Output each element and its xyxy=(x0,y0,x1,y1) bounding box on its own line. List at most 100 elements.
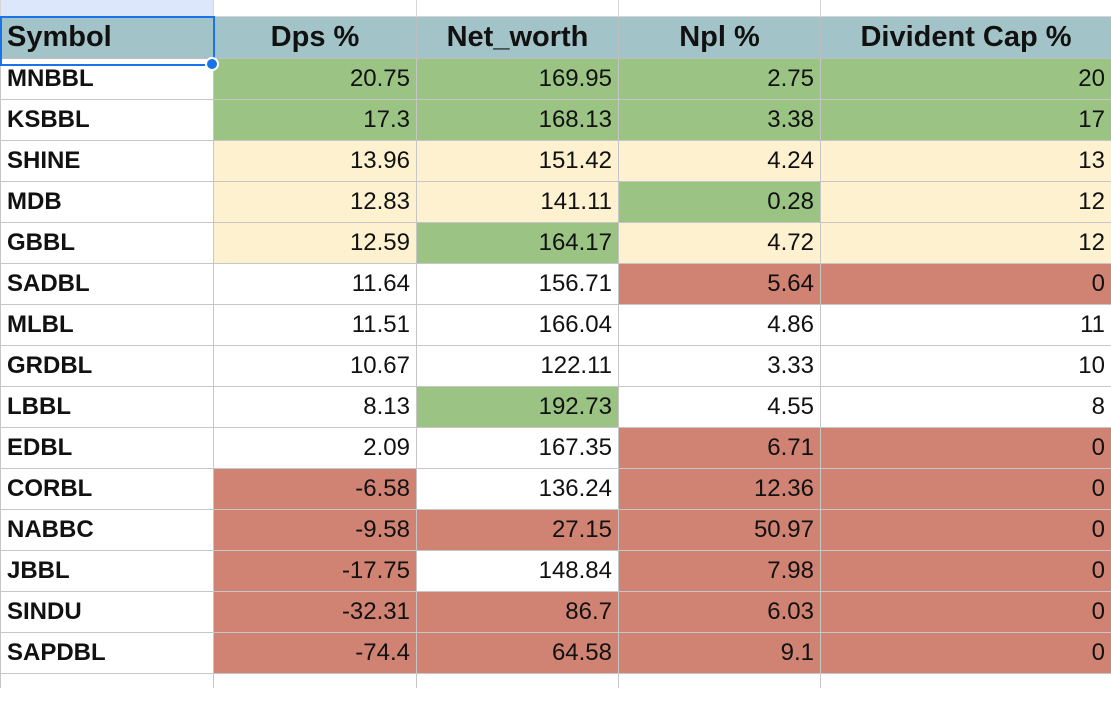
symbol-cell[interactable]: MDB xyxy=(0,181,214,223)
symbol-cell[interactable]: GBBL xyxy=(0,222,214,264)
previous-row-cell[interactable] xyxy=(618,0,821,17)
symbol-cell[interactable]: NABBC xyxy=(0,509,214,551)
symbol-cell[interactable]: MLBL xyxy=(0,304,214,346)
symbol-cell[interactable]: SINDU xyxy=(0,591,214,633)
npl-cell[interactable]: 50.97 xyxy=(618,509,821,551)
net-worth-cell[interactable]: 136.24 xyxy=(416,468,619,510)
divident-cap-cell[interactable]: 12 xyxy=(820,222,1111,264)
table-row: LBBL 8.13 192.73 4.55 8 xyxy=(0,386,1111,428)
symbol-cell[interactable]: SHINE xyxy=(0,140,214,182)
symbol-cell[interactable]: LBBL xyxy=(0,386,214,428)
header-row: Symbol Dps % Net_worth Npl % Divident Ca… xyxy=(0,16,1111,59)
npl-cell[interactable]: 4.24 xyxy=(618,140,821,182)
divident-cap-cell[interactable]: 0 xyxy=(820,632,1111,674)
divident-cap-cell[interactable]: 8 xyxy=(820,386,1111,428)
dps-cell[interactable]: -9.58 xyxy=(213,509,417,551)
divident-cap-cell[interactable]: 0 xyxy=(820,509,1111,551)
net-worth-cell[interactable]: 166.04 xyxy=(416,304,619,346)
header-cell-divident-cap[interactable]: Divident Cap % xyxy=(820,16,1111,59)
table-row: MDB 12.83 141.11 0.28 12 xyxy=(0,181,1111,223)
divident-cap-cell[interactable]: 20 xyxy=(820,58,1111,100)
data-table: Symbol Dps % Net_worth Npl % Divident Ca… xyxy=(0,0,1111,688)
divident-cap-cell[interactable]: 0 xyxy=(820,427,1111,469)
net-worth-cell[interactable]: 151.42 xyxy=(416,140,619,182)
symbol-cell[interactable]: SAPDBL xyxy=(0,632,214,674)
previous-row-cell[interactable] xyxy=(820,0,1111,17)
symbol-cell[interactable]: GRDBL xyxy=(0,345,214,387)
npl-cell[interactable]: 4.72 xyxy=(618,222,821,264)
npl-cell[interactable]: 2.75 xyxy=(618,58,821,100)
symbol-cell[interactable]: EDBL xyxy=(0,427,214,469)
previous-row-cell[interactable] xyxy=(213,0,417,17)
table-row: NABBC -9.58 27.15 50.97 0 xyxy=(0,509,1111,551)
net-worth-cell[interactable]: 122.11 xyxy=(416,345,619,387)
net-worth-cell[interactable]: 167.35 xyxy=(416,427,619,469)
dps-cell[interactable]: -6.58 xyxy=(213,468,417,510)
net-worth-cell[interactable]: 164.17 xyxy=(416,222,619,264)
dps-cell[interactable]: 12.59 xyxy=(213,222,417,264)
net-worth-cell[interactable]: 141.11 xyxy=(416,181,619,223)
dps-cell[interactable]: 13.96 xyxy=(213,140,417,182)
npl-cell[interactable]: 9.1 xyxy=(618,632,821,674)
table-row: CORBL -6.58 136.24 12.36 0 xyxy=(0,468,1111,510)
npl-cell[interactable]: 12.36 xyxy=(618,468,821,510)
dps-cell[interactable]: 12.83 xyxy=(213,181,417,223)
npl-cell[interactable]: 6.71 xyxy=(618,427,821,469)
dps-cell[interactable]: 11.51 xyxy=(213,304,417,346)
previous-row-cell[interactable] xyxy=(416,0,619,17)
dps-cell[interactable]: 17.3 xyxy=(213,99,417,141)
table-row: GRDBL 10.67 122.11 3.33 10 xyxy=(0,345,1111,387)
divident-cap-cell[interactable]: 0 xyxy=(820,550,1111,592)
divident-cap-cell[interactable]: 17 xyxy=(820,99,1111,141)
header-cell-npl[interactable]: Npl % xyxy=(618,16,821,59)
dps-cell[interactable]: -74.4 xyxy=(213,632,417,674)
npl-cell[interactable]: 5.64 xyxy=(618,263,821,305)
net-worth-cell[interactable]: 27.15 xyxy=(416,509,619,551)
npl-cell[interactable]: 4.86 xyxy=(618,304,821,346)
next-row-cell[interactable] xyxy=(820,673,1111,688)
npl-cell[interactable]: 3.33 xyxy=(618,345,821,387)
npl-cell[interactable]: 7.98 xyxy=(618,550,821,592)
divident-cap-cell[interactable]: 0 xyxy=(820,591,1111,633)
dps-cell[interactable]: 20.75 xyxy=(213,58,417,100)
divident-cap-cell[interactable]: 11 xyxy=(820,304,1111,346)
dps-cell[interactable]: 2.09 xyxy=(213,427,417,469)
npl-cell[interactable]: 6.03 xyxy=(618,591,821,633)
previous-row-cell[interactable] xyxy=(0,0,214,17)
symbol-cell[interactable]: CORBL xyxy=(0,468,214,510)
divident-cap-cell[interactable]: 12 xyxy=(820,181,1111,223)
symbol-cell[interactable]: JBBL xyxy=(0,550,214,592)
next-row-cell[interactable] xyxy=(416,673,619,688)
npl-cell[interactable]: 3.38 xyxy=(618,99,821,141)
dps-cell[interactable]: 10.67 xyxy=(213,345,417,387)
divident-cap-cell[interactable]: 0 xyxy=(820,468,1111,510)
net-worth-cell[interactable]: 169.95 xyxy=(416,58,619,100)
divident-cap-cell[interactable]: 13 xyxy=(820,140,1111,182)
net-worth-cell[interactable]: 156.71 xyxy=(416,263,619,305)
net-worth-cell[interactable]: 86.7 xyxy=(416,591,619,633)
header-cell-symbol[interactable]: Symbol xyxy=(0,16,214,59)
header-cell-net-worth[interactable]: Net_worth xyxy=(416,16,619,59)
fill-handle[interactable] xyxy=(205,57,219,71)
net-worth-cell[interactable]: 192.73 xyxy=(416,386,619,428)
npl-cell[interactable]: 4.55 xyxy=(618,386,821,428)
next-row-cell[interactable] xyxy=(618,673,821,688)
dps-cell[interactable]: 11.64 xyxy=(213,263,417,305)
npl-cell[interactable]: 0.28 xyxy=(618,181,821,223)
symbol-cell[interactable]: MNBBL xyxy=(0,58,214,100)
net-worth-cell[interactable]: 168.13 xyxy=(416,99,619,141)
dps-cell[interactable]: -32.31 xyxy=(213,591,417,633)
next-row-cell[interactable] xyxy=(213,673,417,688)
symbol-cell[interactable]: SADBL xyxy=(0,263,214,305)
divident-cap-cell[interactable]: 10 xyxy=(820,345,1111,387)
next-row-cell[interactable] xyxy=(0,673,214,688)
table-row: SADBL 11.64 156.71 5.64 0 xyxy=(0,263,1111,305)
net-worth-cell[interactable]: 64.58 xyxy=(416,632,619,674)
divident-cap-cell[interactable]: 0 xyxy=(820,263,1111,305)
dps-cell[interactable]: -17.75 xyxy=(213,550,417,592)
symbol-cell[interactable]: KSBBL xyxy=(0,99,214,141)
header-cell-dps[interactable]: Dps % xyxy=(213,16,417,59)
net-worth-cell[interactable]: 148.84 xyxy=(416,550,619,592)
dps-cell[interactable]: 8.13 xyxy=(213,386,417,428)
